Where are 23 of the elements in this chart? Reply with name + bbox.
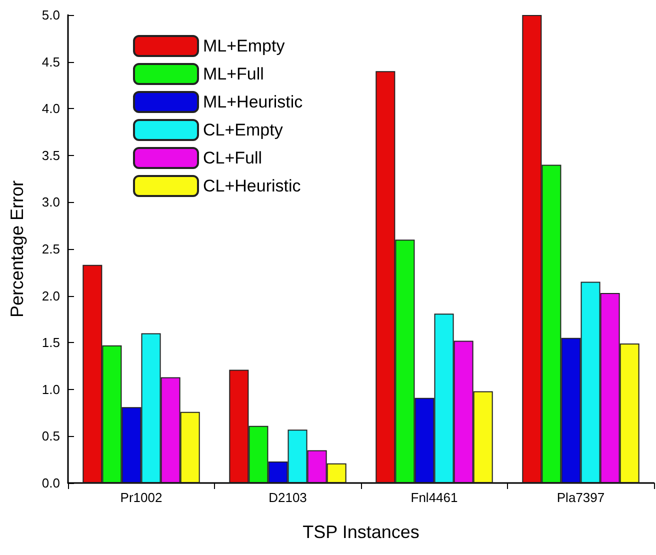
y-axis-title: Percentage Error [7,180,27,318]
y-tick-label: 2.5 [42,242,60,256]
legend-label: CL+Empty [203,120,284,140]
x-tick-label: D2103 [268,490,307,505]
y-tick-label: 2.0 [42,288,60,304]
y-tick-label: 5.0 [42,8,60,22]
x-axis-title: TSP Instances [302,522,420,542]
y-tick-label: 4.0 [42,101,60,116]
x-tick-label: Pla7397 [556,490,605,505]
y-tick-label: 0.5 [42,428,60,444]
legend-label: CL+Full [203,148,262,168]
legend-label: ML+Full [203,64,264,84]
x-tick-label: Pr1002 [120,490,162,505]
y-tick-label: 1.0 [42,382,60,397]
y-tick-label: 1.5 [42,335,60,350]
x-tick-label: Fnl4461 [410,490,458,505]
y-tick-label: 3.5 [42,148,60,163]
legend-label: ML+Empty [203,36,286,56]
legend-label: ML+Heuristic [203,92,304,112]
y-tick-label: 0.0 [42,476,60,490]
y-tick-label: 3.0 [42,194,60,210]
legend-label: CL+Heuristic [203,176,302,196]
y-tick-label: 4.5 [42,54,60,70]
